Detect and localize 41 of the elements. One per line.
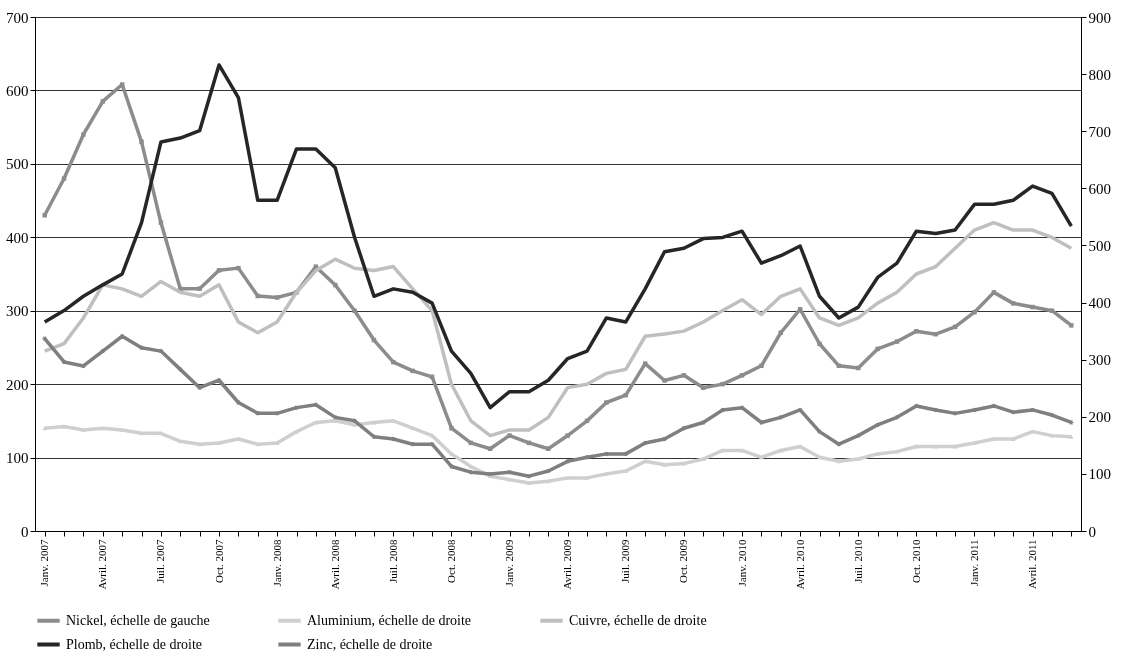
y-tick-label: 600 [6, 82, 29, 99]
y-tick-label: 200 [6, 376, 29, 393]
x-tick-label: Janv. 2008 [270, 539, 283, 587]
x-tick-label: Avril. 2008 [328, 539, 341, 590]
y-tick-label: 700 [6, 9, 29, 26]
x-tick-label: Oct. 2008 [444, 539, 457, 583]
legend-label: Zinc, échelle de droite [307, 636, 433, 652]
y-tick-label: 500 [6, 156, 29, 173]
y2-tick-label: 600 [1088, 180, 1111, 197]
x-tick-label: Oct. 2007 [212, 539, 225, 583]
x-tick-label: Janv. 2010 [735, 539, 748, 587]
x-tick-label: Janv. 2007 [38, 539, 51, 587]
y-tick-label: 0 [21, 523, 29, 540]
legend-label: Aluminium, échelle de droite [307, 612, 472, 628]
legend-label: Plomb, échelle de droite [66, 636, 203, 652]
legend-label: Cuivre, échelle de droite [569, 612, 707, 628]
x-tick-label: Avril. 2010 [793, 539, 806, 590]
legend-label: Nickel, échelle de gauche [66, 612, 210, 628]
x-tick-label: Avril. 2009 [561, 539, 574, 590]
y2-tick-label: 700 [1088, 123, 1111, 140]
y-tick-label: 400 [6, 229, 29, 246]
y2-tick-label: 400 [1088, 295, 1111, 312]
y2-tick-label: 200 [1088, 409, 1111, 426]
x-tick-label: Avril. 2011 [1026, 539, 1039, 589]
y2-tick-label: 900 [1088, 9, 1111, 26]
y2-tick-label: 800 [1088, 66, 1111, 83]
x-tick-label: Janv. 2011 [967, 539, 980, 587]
y2-tick-label: 500 [1088, 237, 1111, 254]
y2-tick-label: 300 [1088, 352, 1111, 369]
y-tick-label: 100 [6, 450, 29, 467]
y2-tick-label: 0 [1088, 523, 1096, 540]
x-tick-label: Avril. 2007 [96, 539, 109, 590]
x-tick-label: Juil. 2009 [619, 539, 632, 583]
y2-tick-label: 100 [1088, 466, 1111, 483]
x-tick-label: Juil. 2008 [386, 539, 399, 583]
x-tick-label: Oct. 2009 [677, 539, 690, 583]
x-tick-label: Juil. 2007 [154, 539, 167, 583]
x-tick-label: Oct. 2010 [909, 539, 922, 583]
x-tick-label: Juil. 2010 [851, 539, 864, 583]
y-tick-label: 300 [6, 303, 29, 320]
x-tick-label: Janv. 2009 [503, 539, 516, 587]
